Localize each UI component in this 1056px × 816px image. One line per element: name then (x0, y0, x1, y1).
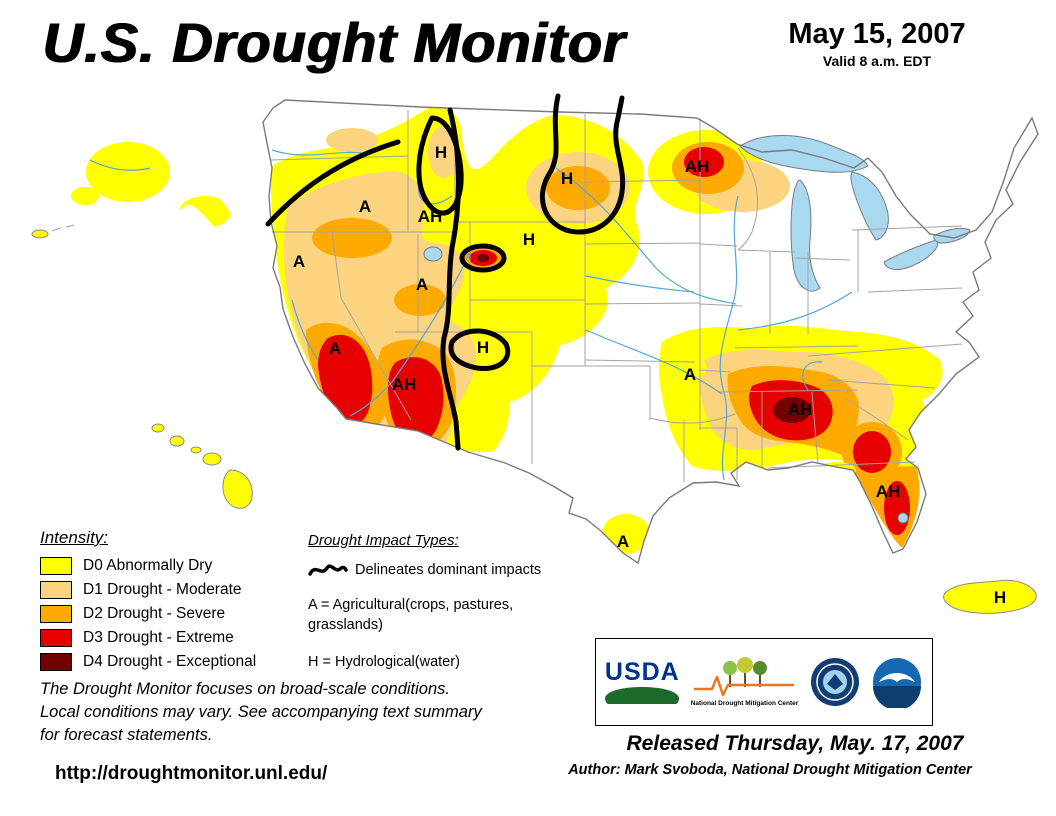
impact-label-mid-south: A (684, 365, 696, 384)
intensity-legend: Intensity: D0 Abnormally Dry D1 Drought … (40, 528, 302, 677)
impact-label-puerto-rico: H (994, 588, 1006, 607)
ndmc-caption: National Drought Mitigation Center (690, 700, 799, 707)
legend-row-d2: D2 Drought - Severe (40, 605, 302, 623)
impact-types-block: Drought Impact Types: Delineates dominan… (308, 532, 570, 672)
delineation-squiggle-icon (308, 564, 348, 576)
legend-swatch-d2 (40, 605, 72, 623)
alaska-inset (31, 119, 238, 239)
usda-green-field-icon (605, 687, 680, 704)
noaa-seagull-icon (873, 658, 922, 708)
valid-time: Valid 8 a.m. EDT (822, 53, 932, 69)
legend-heading: Intensity: (40, 528, 109, 547)
impact-label-alabama-georgia: AH (788, 400, 813, 419)
hydrological-definition: H = Hydrological(water) (308, 653, 460, 670)
impact-label-nevada: A (293, 252, 305, 271)
impact-label-utah: A (416, 275, 428, 294)
legend-row-d0: D0 Abnormally Dry (40, 557, 302, 575)
disclaimer-text: The Drought Monitor focuses on broad-sca… (40, 680, 482, 745)
author-line: Author: Mark Svoboda, National Drought M… (568, 762, 972, 778)
agricultural-definition: A = Agricultural(crops, pastures, grassl… (308, 597, 514, 634)
legend-swatch-d1 (40, 581, 72, 599)
usda-wordmark: USDA (604, 658, 680, 686)
report-date: May 15, 2007 (788, 18, 966, 50)
date-block: May 15, 2007 Valid 8 a.m. EDT (772, 18, 982, 69)
delineates-row: Delineates dominant impacts (308, 561, 570, 579)
impact-label-minnesota: AH (685, 157, 710, 176)
impact-label-southern-idaho: AH (418, 207, 443, 226)
commerce-seal-logo (809, 656, 861, 708)
usda-logo: USDA (605, 660, 680, 704)
legend-row-d3: D3 Drought - Extreme (40, 629, 302, 647)
website-url: http://droughtmonitor.unl.edu/ (55, 763, 328, 784)
impact-label-oregon: A (359, 197, 371, 216)
legend-label-d0: D0 Abnormally Dry (83, 557, 213, 574)
impact-label-idaho: H (435, 143, 447, 162)
impact-label-arizona: AH (392, 375, 417, 394)
hawaii-inset (151, 423, 253, 509)
impact-label-southern-california: A (329, 339, 341, 358)
agency-logos-box: USDA National Drought Mitigation Center (595, 638, 933, 726)
impact-label-colorado-new-mexico: H (477, 338, 489, 357)
noaa-logo (871, 656, 923, 708)
legend-row-d1: D1 Drought - Moderate (40, 581, 302, 599)
impact-label-texas-coast: A (617, 532, 629, 551)
impact-label-montana: H (561, 169, 573, 188)
state-boundaries (269, 110, 963, 482)
impact-delineation-curves (265, 93, 626, 451)
legend-swatch-d0 (40, 557, 72, 575)
legend-label-d1: D1 Drought - Moderate (83, 581, 242, 598)
ndmc-logo: National Drought Mitigation Center (690, 657, 800, 707)
puerto-rico-inset (943, 579, 1037, 614)
legend-row-d4: D4 Drought - Exceptional (40, 653, 302, 671)
ndmc-trees-icon (693, 657, 794, 697)
rivers (271, 149, 853, 481)
great-lakes (423, 135, 971, 524)
impact-types-heading: Drought Impact Types: (308, 532, 459, 549)
impact-label-florida: AH (876, 482, 901, 501)
legend-label-d4: D4 Drought - Exceptional (83, 653, 257, 670)
legend-label-d2: D2 Drought - Severe (83, 605, 226, 622)
delineates-label: Delineates dominant impacts (355, 562, 542, 578)
legend-swatch-d4 (40, 653, 72, 671)
released-date-line: Released Thursday, May. 17, 2007 (626, 732, 964, 755)
page-title: U.S. Drought Monitor (42, 11, 626, 74)
conus-outline (262, 99, 1039, 565)
commerce-eagle-seal-icon (811, 658, 860, 706)
impact-label-wyoming: H (523, 230, 535, 249)
legend-swatch-d3 (40, 629, 72, 647)
impact-letter-labels: H H A AH H A A A H AH AH A AH AH A H (293, 143, 1006, 607)
legend-label-d3: D3 Drought - Extreme (83, 629, 234, 646)
drought-shading-layers (271, 107, 943, 554)
